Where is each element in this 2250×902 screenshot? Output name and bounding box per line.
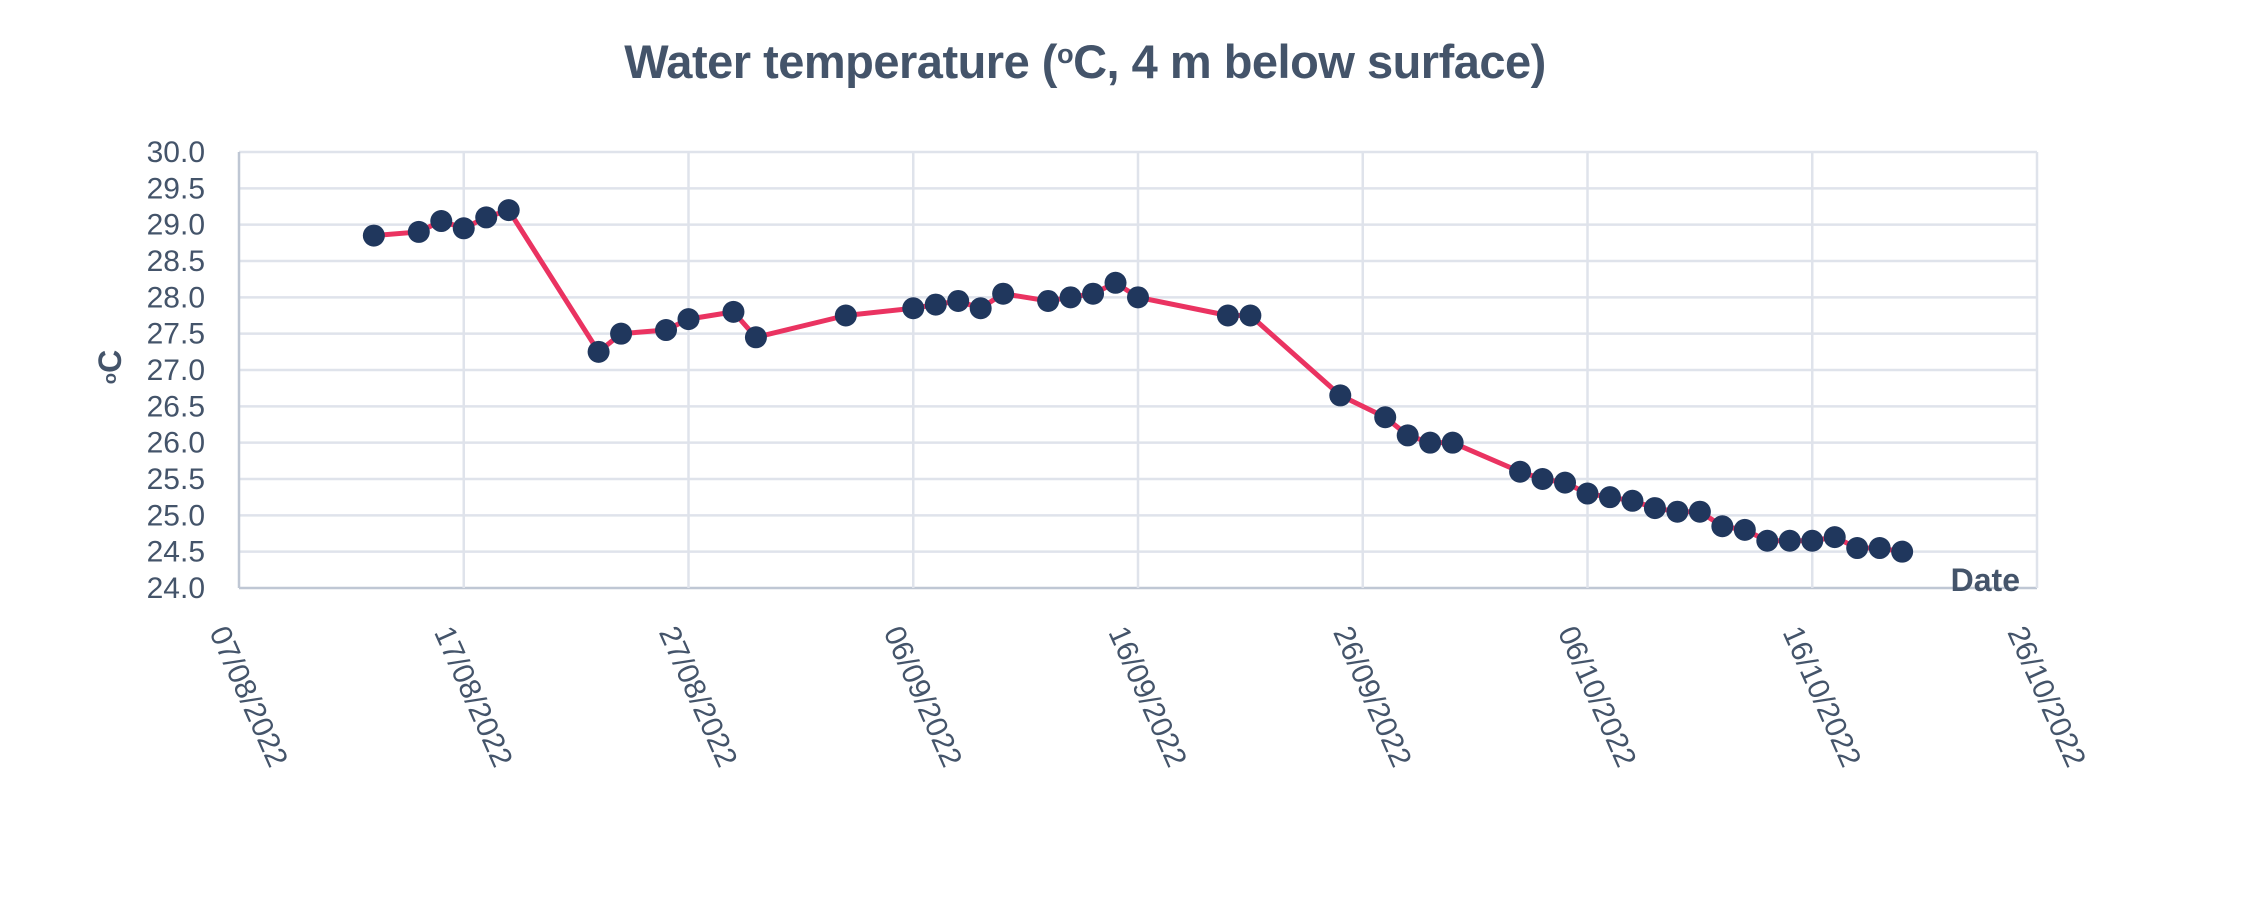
data-point [744, 326, 767, 349]
data-point [947, 289, 970, 312]
data-point [677, 308, 700, 331]
data-point [1441, 431, 1464, 454]
data-point [497, 199, 520, 222]
y-tick-label: 29.5 [147, 172, 205, 205]
chart-title-superscript: o [1056, 38, 1074, 70]
data-point [1127, 286, 1149, 309]
data-point [1778, 529, 1801, 552]
data-point [475, 206, 498, 229]
x-tick-label: 06/10/2022 [1551, 621, 1642, 772]
x-tick-label: 26/09/2022 [1326, 621, 1417, 772]
data-point [1082, 282, 1105, 305]
data-point [1733, 518, 1756, 541]
x-tick-label: 06/09/2022 [877, 621, 968, 772]
data-point [1846, 537, 1869, 560]
data-point [969, 297, 992, 320]
data-point [1216, 304, 1239, 327]
data-point [1621, 489, 1644, 512]
data-point [1666, 500, 1689, 523]
y-tick-label: 28.0 [147, 281, 205, 314]
data-point [1868, 537, 1891, 560]
data-point [1531, 468, 1554, 490]
y-tick-label: 30.0 [147, 136, 205, 169]
data-point [1643, 497, 1666, 520]
data-point [362, 224, 385, 247]
y-tick-label: 26.5 [147, 390, 205, 423]
y-tick-label: 25.0 [147, 499, 205, 532]
y-tick-label: 26.0 [147, 427, 205, 460]
data-point [1396, 424, 1419, 447]
data-point [1059, 286, 1082, 309]
x-tick-label: 26/10/2022 [2001, 621, 2092, 772]
data-point [587, 340, 610, 363]
data-point [992, 282, 1015, 305]
data-point [407, 220, 430, 243]
data-point [924, 293, 947, 316]
data-point [1688, 500, 1711, 523]
y-tick-label: 29.0 [147, 209, 205, 242]
data-point [1576, 482, 1599, 505]
data-point [610, 322, 633, 345]
data-point [834, 304, 857, 327]
data-point [1509, 460, 1532, 483]
data-point [430, 210, 453, 233]
x-tick-label: 16/10/2022 [1776, 621, 1867, 772]
data-point [1239, 304, 1262, 327]
data-point [722, 300, 745, 323]
data-point [452, 217, 475, 240]
data-point [1374, 406, 1397, 429]
data-point [1104, 271, 1127, 294]
chart-title-suffix: C, 4 m below surface) [1073, 35, 1546, 88]
y-tick-label: 24.5 [147, 536, 205, 569]
data-point [655, 319, 678, 342]
data-point [1329, 384, 1352, 407]
data-point [1711, 515, 1734, 538]
chart-title-prefix: Water temperature ( [624, 35, 1057, 88]
y-tick-label: 24.0 [147, 572, 205, 605]
x-tick-label: 17/08/2022 [427, 621, 518, 772]
data-point [1756, 529, 1779, 552]
data-point [1037, 289, 1060, 312]
x-tick-label: 07/08/2022 [203, 621, 294, 772]
data-point [1598, 486, 1621, 509]
x-tick-label: 16/09/2022 [1102, 621, 1193, 772]
data-point [1891, 540, 1914, 563]
data-point [1419, 431, 1442, 454]
chart-title: Water temperature (oC, 4 m below surface… [0, 34, 2170, 89]
x-axis-title: Date [1951, 562, 2020, 598]
data-point [1801, 529, 1824, 552]
data-point [902, 297, 925, 320]
y-tick-label: 25.5 [147, 463, 205, 496]
y-tick-label: 27.5 [147, 318, 205, 351]
x-tick-label: 27/08/2022 [652, 621, 743, 772]
y-tick-label: 27.0 [147, 354, 205, 387]
data-point [1554, 471, 1577, 494]
y-tick-label: 28.5 [147, 245, 205, 278]
data-point [1823, 526, 1846, 549]
